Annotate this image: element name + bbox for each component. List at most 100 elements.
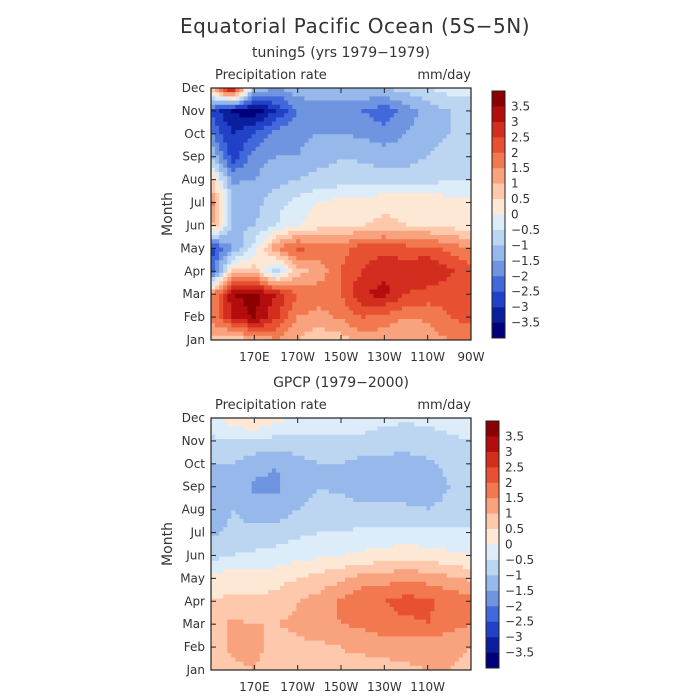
heatmap-cell <box>251 434 257 440</box>
heatmap-cell <box>438 88 444 93</box>
heatmap-cell <box>292 314 297 320</box>
heatmap-cell <box>304 218 310 223</box>
heatmap-cell <box>381 188 387 194</box>
heatmap-cell <box>341 184 346 190</box>
heatmap-cell <box>381 247 387 253</box>
heatmap-cell <box>288 422 293 427</box>
heatmap-cell <box>211 289 216 295</box>
heatmap-cell <box>434 205 440 211</box>
heatmap-cell <box>332 281 338 286</box>
heatmap-cell <box>410 306 415 312</box>
heatmap-cell <box>349 125 354 131</box>
heatmap-cell <box>406 134 411 139</box>
heatmap-cell <box>422 323 427 328</box>
heatmap-cell <box>332 88 338 93</box>
heatmap-cell <box>247 485 253 490</box>
heatmap-cell <box>434 430 440 436</box>
heatmap-cell <box>393 327 399 333</box>
heatmap-cell <box>458 298 464 303</box>
heatmap-cell <box>353 222 358 228</box>
heatmap-cell <box>235 451 241 457</box>
heatmap-cell <box>345 243 350 249</box>
heatmap-cell <box>211 209 216 215</box>
heatmap-cell <box>211 239 216 244</box>
heatmap-cell <box>393 247 399 253</box>
heatmap-cell <box>381 230 387 236</box>
heatmap-cell <box>336 117 342 123</box>
heatmap-cell <box>324 464 330 469</box>
heatmap-cell <box>458 285 464 291</box>
heatmap-cell <box>345 319 350 324</box>
heatmap-cell <box>328 314 334 320</box>
heatmap-cell <box>349 247 354 253</box>
heatmap-cell <box>276 434 281 440</box>
heatmap-cell <box>296 155 301 160</box>
heatmap-cell <box>349 209 354 215</box>
heatmap-cell <box>341 172 346 177</box>
heatmap-cell <box>296 222 301 228</box>
heatmap-cell <box>458 430 464 436</box>
heatmap-cell <box>393 159 399 165</box>
heatmap-cell <box>247 434 253 440</box>
heatmap-cell <box>341 430 346 436</box>
heatmap-cell <box>316 310 322 316</box>
heatmap-cell <box>462 146 468 152</box>
heatmap-cell <box>365 310 371 316</box>
heatmap-cell <box>422 485 427 490</box>
heatmap-cell <box>267 289 273 295</box>
x-tick-label: 170E <box>239 350 270 364</box>
heatmap-cell <box>410 226 415 232</box>
heatmap-cell <box>466 218 471 223</box>
heatmap-cell <box>357 104 362 110</box>
heatmap-cell <box>389 272 395 278</box>
heatmap-cell <box>304 92 310 97</box>
heatmap-cell <box>227 447 232 453</box>
heatmap-cell <box>393 460 399 465</box>
heatmap-cell <box>458 481 464 486</box>
heatmap-cell <box>243 472 249 478</box>
heatmap-cell <box>312 197 318 202</box>
heatmap-cell <box>227 434 232 440</box>
heatmap-cell <box>308 306 314 312</box>
heatmap-cell <box>308 434 314 440</box>
heatmap-cell <box>458 439 464 444</box>
heatmap-cell <box>373 335 379 340</box>
heatmap-cell <box>227 151 232 156</box>
heatmap-cell <box>349 235 354 240</box>
heatmap-cell <box>267 443 273 448</box>
heatmap-cell <box>284 142 289 148</box>
heatmap-cell <box>324 319 330 324</box>
heatmap-cell <box>422 298 427 303</box>
heatmap-cell <box>292 485 297 490</box>
heatmap-cell <box>381 323 387 328</box>
heatmap-cell <box>239 451 245 457</box>
heatmap-cell <box>454 426 460 432</box>
heatmap-cell <box>418 172 423 177</box>
heatmap-cell <box>276 464 281 469</box>
heatmap-cell <box>401 460 407 465</box>
heatmap-cell <box>259 125 265 131</box>
heatmap-cell <box>219 327 224 333</box>
heatmap-cell <box>296 104 301 110</box>
heatmap-cell <box>345 314 350 320</box>
heatmap-cell <box>276 214 281 219</box>
heatmap-cell <box>406 327 411 333</box>
heatmap-cell <box>357 88 362 93</box>
heatmap-cell <box>393 104 399 110</box>
heatmap-cell <box>243 142 249 148</box>
heatmap-cell <box>357 451 362 457</box>
heatmap-cell <box>385 455 391 461</box>
heatmap-cell <box>401 256 407 261</box>
heatmap-cell <box>247 151 253 156</box>
heatmap-cell <box>381 205 387 211</box>
heatmap-cell <box>406 243 411 249</box>
heatmap-cell <box>280 310 285 316</box>
heatmap-cell <box>381 430 387 436</box>
heatmap-cell <box>381 289 387 295</box>
heatmap-cell <box>385 130 391 135</box>
heatmap-cell <box>385 418 391 423</box>
heatmap-cell <box>454 159 460 165</box>
heatmap-cell <box>276 260 281 265</box>
heatmap-cell <box>361 289 366 295</box>
heatmap-cell <box>211 193 216 198</box>
